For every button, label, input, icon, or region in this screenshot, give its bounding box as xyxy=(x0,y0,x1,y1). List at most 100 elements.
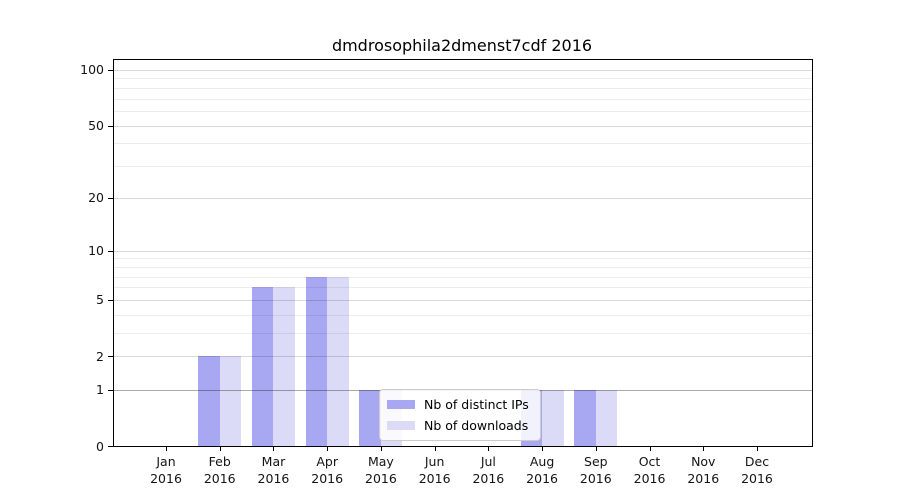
x-tick-year-aug: 2016 xyxy=(526,470,558,486)
legend: Nb of distinct IPs Nb of downloads xyxy=(379,389,541,441)
y-tick-label-1: 1 xyxy=(96,382,104,397)
legend-label-distinct-ips: Nb of distinct IPs xyxy=(424,397,529,412)
x-tick-year-jul: 2016 xyxy=(472,470,505,486)
x-tick-feb xyxy=(219,446,221,451)
y-tick-10 xyxy=(108,250,113,252)
y-tick-label-20: 20 xyxy=(88,190,104,206)
x-tick-jun xyxy=(434,446,436,451)
x-tick-year-may: 2016 xyxy=(365,470,397,486)
bar-downloads-aug xyxy=(542,389,564,446)
bar-distinct-ips-apr xyxy=(305,276,328,446)
x-tick-label-feb: Feb 2016 xyxy=(188,454,252,487)
x-tick-year-feb: 2016 xyxy=(203,470,236,486)
legend-swatch-distinct-ips xyxy=(387,400,415,409)
gridline-y-50 xyxy=(114,125,812,127)
x-tick-year-apr: 2016 xyxy=(311,470,344,486)
bar-distinct-ips-mar xyxy=(251,287,274,446)
y-tick-label-100: 100 xyxy=(80,62,104,78)
y-tick-0 xyxy=(108,446,113,447)
x-tick-year-nov: 2016 xyxy=(687,470,720,486)
axis-layer: 0 1 2 5 10 20 50 100 Jan 2016 Feb 2016 Mar 2016 Apr 201… xyxy=(80,60,812,485)
x-tick-year-jun: 2016 xyxy=(418,470,451,486)
x-tick-month-oct: Oct xyxy=(638,454,661,469)
x-tick-aug xyxy=(542,446,544,451)
gridline-minor-y-3 xyxy=(114,333,812,335)
y-tick-50 xyxy=(108,125,113,127)
x-tick-month-may: May xyxy=(367,454,394,469)
legend-label-downloads: Nb of downloads xyxy=(424,418,529,433)
x-tick-label-sep: Sep 2016 xyxy=(564,454,628,487)
x-tick-label-nov: Nov 2016 xyxy=(671,454,735,487)
y-tick-2 xyxy=(108,356,113,358)
bar-distinct-ips-may xyxy=(359,389,381,446)
x-tick-month-feb: Feb xyxy=(208,454,231,469)
x-tick-nov xyxy=(703,446,705,451)
x-tick-dec xyxy=(756,446,758,451)
y-tick-label-10: 10 xyxy=(88,243,104,259)
y-tick-label-0: 0 xyxy=(96,438,104,454)
x-tick-jan xyxy=(166,446,167,451)
bar-downloads-apr xyxy=(327,276,349,446)
x-tick-year-oct: 2016 xyxy=(633,470,666,486)
x-tick-label-jun: Jun 2016 xyxy=(403,454,467,487)
bar-distinct-ips-feb xyxy=(198,356,220,446)
x-tick-sep xyxy=(595,446,597,451)
gridline-minor-y-8 xyxy=(114,266,812,268)
x-tick-label-jan: Jan 2016 xyxy=(134,454,198,487)
legend-swatch-downloads xyxy=(387,421,415,430)
gridline-minor-y-6 xyxy=(114,287,812,289)
gridline-y-5 xyxy=(114,299,812,301)
x-tick-apr xyxy=(327,446,329,451)
y-tick-label-2: 2 xyxy=(96,348,104,364)
y-tick-1 xyxy=(108,389,113,391)
x-tick-month-jan: Jan xyxy=(156,454,176,469)
x-tick-label-mar: Mar 2016 xyxy=(241,454,305,487)
x-tick-mar xyxy=(273,446,275,451)
y-tick-5 xyxy=(108,299,113,301)
bars-layer xyxy=(114,60,812,446)
x-tick-year-dec: 2016 xyxy=(741,470,773,486)
x-tick-month-nov: Nov xyxy=(691,454,716,469)
gridline-minor-y-80 xyxy=(114,87,812,89)
gridline-minor-y-70 xyxy=(114,98,812,100)
x-tick-year-sep: 2016 xyxy=(579,470,612,486)
bar-downloads-sep xyxy=(595,389,618,446)
x-tick-label-oct: Oct 2016 xyxy=(618,454,682,487)
x-tick-month-apr: Apr xyxy=(316,454,338,469)
x-tick-month-aug: Aug xyxy=(529,454,555,469)
x-tick-label-apr: Apr 2016 xyxy=(295,454,359,487)
bar-downloads-feb xyxy=(219,356,242,446)
x-tick-year-jan: 2016 xyxy=(150,470,182,486)
x-tick-may xyxy=(380,446,382,451)
x-tick-oct xyxy=(649,446,651,451)
legend-item-distinct-ips: Nb of distinct IPs xyxy=(387,396,529,413)
gridline-y-10 xyxy=(114,250,812,252)
x-tick-month-jun: Jun xyxy=(424,454,445,469)
gridline-minor-y-40 xyxy=(114,143,812,145)
gridline-minor-y-9 xyxy=(114,258,812,260)
bar-downloads-mar xyxy=(273,287,295,446)
gridline-minor-y-4 xyxy=(114,314,812,316)
x-tick-year-mar: 2016 xyxy=(257,470,290,486)
gridline-y-20 xyxy=(114,197,812,199)
y-tick-label-50: 50 xyxy=(88,118,104,134)
chart-title: dmdrosophila2dmenst7cdf 2016 xyxy=(331,36,593,55)
legend-item-downloads: Nb of downloads xyxy=(387,417,529,434)
gridline-minor-y-30 xyxy=(114,166,812,168)
gridline-y-100 xyxy=(114,69,812,71)
x-tick-month-jul: Jul xyxy=(480,454,496,469)
bar-distinct-ips-sep xyxy=(574,389,596,446)
x-tick-month-mar: Mar xyxy=(261,454,286,469)
x-tick-month-dec: Dec xyxy=(744,454,770,469)
y-tick-100 xyxy=(108,69,113,71)
x-tick-month-sep: Sep xyxy=(584,454,608,469)
gridline-minor-y-60 xyxy=(114,110,812,112)
y-tick-20 xyxy=(108,197,113,199)
gridline-minor-y-90 xyxy=(114,78,812,80)
y-tick-label-5: 5 xyxy=(96,292,104,308)
x-tick-label-may: May 2016 xyxy=(349,454,413,487)
gridline-minor-y-7 xyxy=(114,276,812,278)
x-tick-jul xyxy=(488,446,490,451)
gridline-y-2 xyxy=(114,356,812,358)
